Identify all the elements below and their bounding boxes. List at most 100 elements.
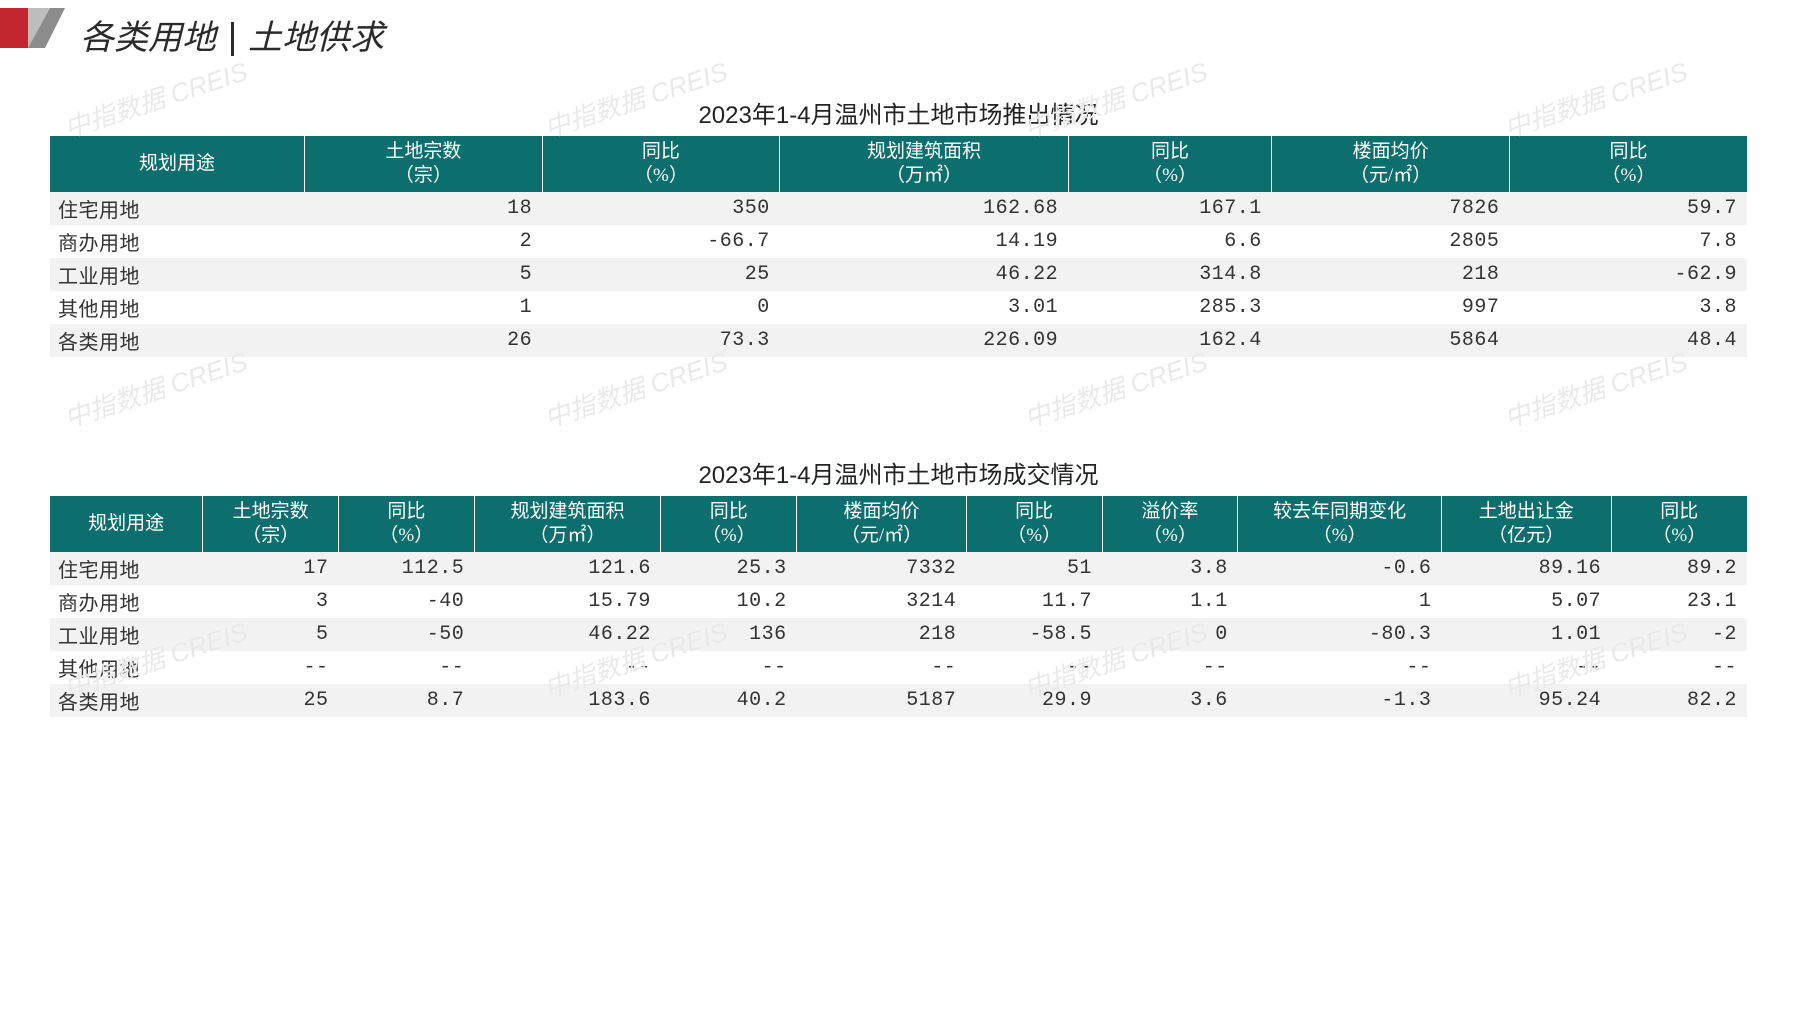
table1-title: 2023年1-4月温州市土地市场推出情况 [50,95,1747,130]
table2-section: 2023年1-4月温州市土地市场成交情况 规划用途土地宗数（宗）同比（%）规划建… [50,455,1747,717]
table2-title: 2023年1-4月温州市土地市场成交情况 [50,455,1747,490]
table2-cell: 23.1 [1611,585,1747,618]
table2-row: 工业用地5-5046.22136218-58.50-80.31.01-2 [50,618,1747,651]
table1-cell: 0 [542,291,780,324]
table1-cell: 162.68 [780,192,1068,225]
table2-cell: 17 [203,552,339,585]
table1-cell: 2805 [1272,225,1510,258]
table2-col-9: 土地出让金（亿元） [1441,496,1611,552]
table2-col-10: 同比（%） [1611,496,1747,552]
table2-cell: 5.07 [1441,585,1611,618]
table1-cell: 7826 [1272,192,1510,225]
title-left: 各类用地 [80,20,216,57]
table2-cell: 3 [203,585,339,618]
table2-cell: -1.3 [1238,684,1442,717]
table2-cell: 112.5 [338,552,474,585]
title-separator [231,22,234,56]
table1-cell: 14.19 [780,225,1068,258]
table2-row-label: 工业用地 [50,618,203,651]
table2-row: 其他用地-------------------- [50,651,1747,684]
table1-row: 工业用地52546.22314.8218-62.9 [50,258,1747,291]
table2-cell: 1 [1238,585,1442,618]
table2-row-label: 住宅用地 [50,552,203,585]
logo-mark [0,8,65,48]
table2-col-6: 同比（%） [966,496,1102,552]
table2-cell: -80.3 [1238,618,1442,651]
table1-cell: 6.6 [1068,225,1272,258]
table1-cell: 7.8 [1509,225,1747,258]
table2-cell: -- [474,651,661,684]
table2-cell: -40 [338,585,474,618]
table1: 规划用途土地宗数（宗）同比（%）规划建筑面积（万㎡）同比（%）楼面均价（元/㎡）… [50,136,1747,357]
table1-row-label: 住宅用地 [50,192,305,225]
page-title: 各类用地 土地供求 [80,10,384,60]
table1-cell: 46.22 [780,258,1068,291]
table2-col-3: 规划建筑面积（万㎡） [474,496,661,552]
table2-cell: 51 [966,552,1102,585]
table2-col-2: 同比（%） [338,496,474,552]
table2-col-0: 规划用途 [50,496,203,552]
table1-cell: 285.3 [1068,291,1272,324]
table1-cell: 48.4 [1509,324,1747,357]
table1-col-5: 楼面均价（元/㎡） [1272,136,1510,192]
table1-col-3: 规划建筑面积（万㎡） [780,136,1068,192]
table2-cell: 136 [661,618,797,651]
table1-row: 商办用地2-66.714.196.628057.8 [50,225,1747,258]
table2-cell: 89.2 [1611,552,1747,585]
table1-cell: -62.9 [1509,258,1747,291]
table2-cell: -- [338,651,474,684]
table1-row-label: 各类用地 [50,324,305,357]
table1-section: 2023年1-4月温州市土地市场推出情况 规划用途土地宗数（宗）同比（%）规划建… [50,95,1747,357]
table2-cell: -- [1102,651,1238,684]
table2-cell: 95.24 [1441,684,1611,717]
table2-cell: 46.22 [474,618,661,651]
table2-cell: 11.7 [966,585,1102,618]
table2-cell: -- [661,651,797,684]
table1-col-4: 同比（%） [1068,136,1272,192]
table1-cell: 5 [305,258,543,291]
table2-cell: 218 [797,618,967,651]
table2-cell: 29.9 [966,684,1102,717]
table2-row: 商办用地3-4015.7910.2321411.71.115.0723.1 [50,585,1747,618]
table2-col-7: 溢价率（%） [1102,496,1238,552]
table2-cell: -2 [1611,618,1747,651]
table2-cell: 5 [203,618,339,651]
table1-cell: 26 [305,324,543,357]
table1-col-2: 同比（%） [542,136,780,192]
table2-cell: -58.5 [966,618,1102,651]
table1-header-row: 规划用途土地宗数（宗）同比（%）规划建筑面积（万㎡）同比（%）楼面均价（元/㎡）… [50,136,1747,192]
table2-cell: 40.2 [661,684,797,717]
table2-row-label: 商办用地 [50,585,203,618]
table2-col-4: 同比（%） [661,496,797,552]
table2-row-label: 其他用地 [50,651,203,684]
table1-cell: 162.4 [1068,324,1272,357]
table2-cell: 121.6 [474,552,661,585]
table2-cell: -- [966,651,1102,684]
table2-row: 各类用地258.7183.640.2518729.93.6-1.395.2482… [50,684,1747,717]
table1-row: 其他用地103.01285.39973.8 [50,291,1747,324]
table2-cell: 5187 [797,684,967,717]
table2-cell: 89.16 [1441,552,1611,585]
table1-cell: 167.1 [1068,192,1272,225]
table2-cell: 3.8 [1102,552,1238,585]
table2-row: 住宅用地17112.5121.625.37332513.8-0.689.1689… [50,552,1747,585]
table2: 规划用途土地宗数（宗）同比（%）规划建筑面积（万㎡）同比（%）楼面均价（元/㎡）… [50,496,1747,717]
table2-cell: 183.6 [474,684,661,717]
table1-cell: 5864 [1272,324,1510,357]
table2-cell: 25 [203,684,339,717]
table2-cell: 7332 [797,552,967,585]
table2-cell: -- [1441,651,1611,684]
table1-cell: 59.7 [1509,192,1747,225]
table1-cell: 3.8 [1509,291,1747,324]
table1-col-0: 规划用途 [50,136,305,192]
table2-cell: 3.6 [1102,684,1238,717]
table2-cell: 1.01 [1441,618,1611,651]
table2-col-1: 土地宗数（宗） [203,496,339,552]
table1-col-6: 同比（%） [1509,136,1747,192]
table1-cell: 997 [1272,291,1510,324]
table1-cell: 1 [305,291,543,324]
table2-cell: -- [797,651,967,684]
table1-col-1: 土地宗数（宗） [305,136,543,192]
table1-row: 住宅用地18350162.68167.1782659.7 [50,192,1747,225]
table2-cell: -0.6 [1238,552,1442,585]
